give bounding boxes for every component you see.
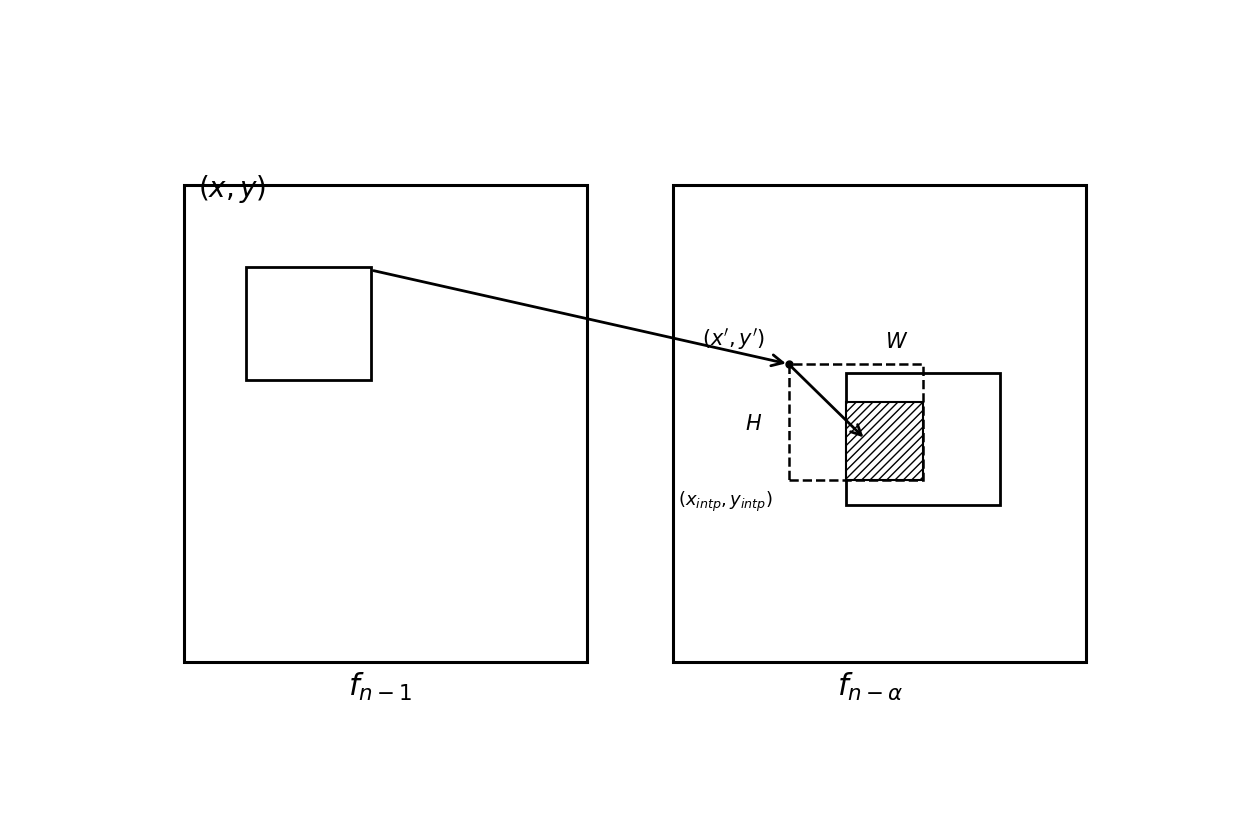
Bar — [674, 186, 1087, 662]
Text: $f_{n-\alpha}$: $f_{n-\alpha}$ — [838, 671, 903, 702]
Bar — [846, 374, 1000, 505]
Text: $\mathbf{\mathit{H}}$: $\mathbf{\mathit{H}}$ — [745, 414, 762, 434]
Text: $f_{n-1}$: $f_{n-1}$ — [348, 671, 413, 702]
Text: $\mathbf{\mathit{(x_{intp},y_{intp})}}$: $\mathbf{\mathit{(x_{intp},y_{intp})}}$ — [678, 489, 773, 514]
Bar — [846, 401, 923, 480]
Text: $\mathbf{\mathit{(x,y)}}$: $\mathbf{\mathit{(x,y)}}$ — [198, 173, 266, 205]
Bar — [183, 186, 587, 662]
Bar — [789, 364, 923, 480]
Bar — [247, 267, 370, 379]
Text: $\mathbf{\mathit{W}}$: $\mathbf{\mathit{W}}$ — [885, 331, 908, 352]
Text: $\mathbf{\mathit{(x',y')}}$: $\mathbf{\mathit{(x',y')}}$ — [703, 326, 766, 352]
